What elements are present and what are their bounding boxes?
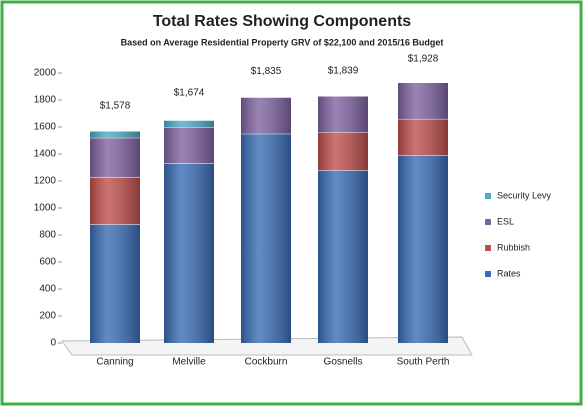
legend-swatch bbox=[485, 193, 491, 199]
bar-shade bbox=[318, 132, 368, 171]
y-tick-label: 1200 bbox=[34, 176, 57, 187]
y-tick-label: 400 bbox=[39, 284, 56, 295]
legend-swatch bbox=[485, 219, 491, 225]
bar-shade bbox=[164, 120, 214, 127]
chart-title: Total Rates Showing Components bbox=[153, 13, 411, 30]
total-label: $1,578 bbox=[100, 101, 131, 112]
bar-shade bbox=[164, 163, 214, 343]
legend-label: ESL bbox=[497, 216, 514, 226]
bar-shade bbox=[398, 118, 448, 156]
bar-shade bbox=[241, 97, 291, 134]
bar-shade bbox=[90, 137, 140, 177]
bar-shade bbox=[318, 170, 368, 343]
x-tick-label: Melville bbox=[172, 357, 206, 368]
bar-shade bbox=[90, 131, 140, 138]
y-tick-label: 200 bbox=[39, 311, 56, 322]
y-tick-label: 600 bbox=[39, 257, 56, 268]
y-tick-label: 1400 bbox=[34, 149, 57, 160]
legend-swatch bbox=[485, 271, 491, 277]
bar-shade bbox=[318, 95, 368, 133]
bar-shade bbox=[164, 127, 214, 164]
legend-label: Rates bbox=[497, 268, 521, 278]
y-tick-label: 2000 bbox=[34, 68, 57, 79]
total-label: $1,839 bbox=[328, 65, 359, 76]
legend-label: Security Levy bbox=[497, 190, 552, 200]
chart-subtitle: Based on Average Residential Property GR… bbox=[121, 37, 444, 47]
bar-shade bbox=[90, 176, 140, 225]
x-tick-label: Canning bbox=[96, 357, 133, 368]
x-tick-label: South Perth bbox=[397, 357, 450, 368]
y-tick-label: 800 bbox=[39, 230, 56, 241]
y-tick-label: 0 bbox=[50, 338, 56, 349]
legend-label: Rubbish bbox=[497, 242, 530, 252]
bar-shade bbox=[398, 155, 448, 343]
total-label: $1,674 bbox=[174, 88, 205, 99]
total-label: $1,928 bbox=[408, 53, 439, 64]
y-tick-label: 1000 bbox=[34, 203, 57, 214]
total-label: $1,835 bbox=[251, 66, 282, 77]
y-tick-label: 1600 bbox=[34, 122, 57, 133]
x-tick-label: Cockburn bbox=[245, 357, 288, 368]
legend-swatch bbox=[485, 245, 491, 251]
x-tick-label: Gosnells bbox=[324, 357, 363, 368]
bar-shade bbox=[90, 224, 140, 343]
bar-shade bbox=[398, 82, 448, 119]
bar-shade bbox=[241, 133, 291, 343]
y-tick-label: 1800 bbox=[34, 95, 57, 106]
